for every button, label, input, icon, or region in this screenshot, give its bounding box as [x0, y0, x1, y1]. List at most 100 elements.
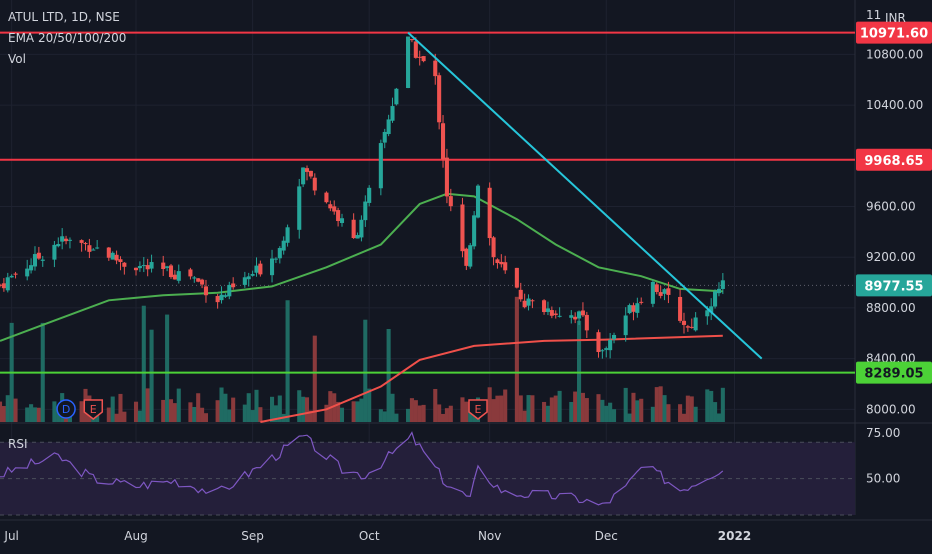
event-marker-label: D	[62, 403, 70, 416]
candle-body	[472, 215, 477, 247]
volume-bar	[406, 408, 411, 422]
volume-bar	[141, 305, 146, 422]
candle-body	[188, 269, 193, 277]
volume-bar	[227, 409, 232, 422]
candle-body	[67, 239, 72, 241]
volume-bar	[413, 400, 418, 422]
symbol-legend[interactable]: ATUL LTD, 1D, NSE	[8, 10, 120, 24]
candle-body	[118, 259, 123, 262]
volume-bar	[277, 395, 282, 422]
candle-body	[254, 265, 259, 273]
volume-bar	[246, 393, 251, 422]
candle-body	[689, 326, 694, 328]
candle-body	[25, 268, 30, 277]
time-tick-label: Sep	[241, 529, 264, 543]
volume-bar	[312, 335, 317, 422]
volume-bar	[188, 402, 193, 422]
candle-body	[1, 283, 6, 289]
volume-bar	[499, 395, 504, 422]
trendline[interactable]	[407, 31, 763, 360]
volume-bar	[685, 395, 690, 422]
candle-body	[277, 248, 282, 259]
candle-body	[545, 308, 551, 312]
candle-body	[285, 227, 290, 243]
volume-bar	[596, 394, 601, 422]
candle-body	[635, 303, 640, 313]
volume-bar	[301, 396, 306, 422]
volume-bar	[137, 410, 142, 422]
price-axis[interactable]: 10800.0010400.009600.009200.008800.00840…	[856, 21, 932, 486]
volume-bar	[219, 387, 224, 422]
candle-body	[324, 192, 329, 203]
time-axis[interactable]: Jul Aug Sep Oct Nov Dec 2022	[3, 529, 751, 543]
candle-body	[526, 298, 531, 306]
candle-body	[584, 314, 589, 331]
candle-body	[0, 284, 3, 286]
candle-body	[577, 311, 582, 319]
volume-bar	[666, 404, 671, 422]
volume-bar	[355, 401, 360, 422]
ema-line	[0, 192, 723, 342]
price-levels[interactable]	[0, 31, 855, 374]
volume-bar	[639, 398, 644, 422]
time-tick-label: Aug	[124, 529, 147, 543]
volume-bar	[390, 393, 395, 422]
volume-bar	[359, 398, 364, 422]
volume-bars	[0, 296, 725, 422]
candle-body	[549, 310, 554, 316]
volume-bar	[339, 407, 345, 422]
candle-body	[165, 266, 170, 268]
candle-body	[654, 284, 659, 292]
price-tick-label: 10800.00	[866, 47, 923, 61]
candle-body	[417, 56, 422, 58]
candle-body	[681, 320, 687, 325]
candle-body	[650, 281, 655, 304]
candle-body	[685, 326, 690, 328]
volume-bar	[522, 410, 527, 422]
candle-body	[573, 316, 578, 320]
candle-body	[250, 274, 255, 276]
volume-bar	[580, 392, 585, 422]
volume-bar	[693, 406, 698, 422]
candle-body	[242, 277, 247, 285]
candle-body	[709, 306, 714, 313]
candle-body	[40, 259, 45, 261]
volume-bar	[1, 406, 6, 422]
candle-body	[308, 170, 313, 177]
candle-body	[192, 277, 197, 279]
volume-bar	[25, 407, 30, 422]
volume-bar	[569, 401, 574, 422]
volume-bar	[417, 405, 422, 422]
volume-bar	[149, 329, 154, 422]
candle-body	[161, 262, 166, 270]
candle-body	[5, 277, 10, 291]
price-badge-text: 10971.60	[860, 27, 928, 42]
volume-bar	[176, 388, 181, 422]
volume-bar	[332, 393, 337, 422]
candle-body	[514, 267, 519, 288]
volume-bar	[297, 390, 302, 422]
volume-bar	[336, 401, 341, 422]
price-badge-support[interactable]: 8289.05	[856, 361, 932, 384]
candle-body	[666, 288, 671, 295]
candle-body	[110, 252, 115, 260]
volume-bar	[553, 395, 558, 422]
price-badge-resistance[interactable]: 10971.60	[856, 21, 932, 44]
candle-body	[13, 273, 18, 275]
volume-bar	[654, 387, 659, 422]
candle-body	[413, 41, 418, 58]
price-badge-resistance[interactable]: 9968.65	[856, 148, 932, 171]
candle-body	[522, 300, 527, 308]
time-tick-label: Jul	[3, 529, 18, 543]
volume-legend[interactable]: Vol	[8, 52, 26, 66]
event-marker-label: E	[90, 403, 97, 416]
ema-legend[interactable]: EMA 20/50/100/200	[8, 31, 127, 45]
price-badge-last_price[interactable]: 8977.55	[856, 274, 932, 297]
candle-body	[227, 284, 232, 297]
candle-body	[29, 265, 34, 271]
volume-bar	[623, 387, 628, 422]
price-badge-text: 8977.55	[864, 279, 923, 294]
price-badge-text: 9968.65	[864, 154, 923, 169]
